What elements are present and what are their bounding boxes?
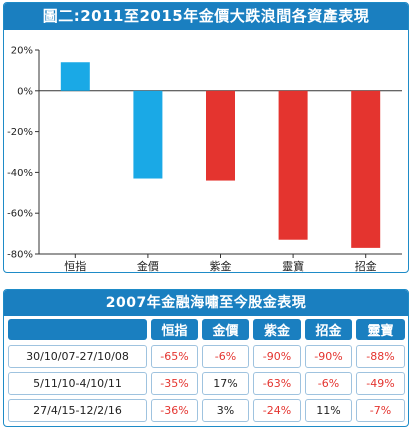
value-cell: -6%	[202, 345, 249, 368]
period-cell: 27/4/15-12/2/16	[8, 399, 147, 422]
y-tick-label: -20%	[7, 127, 33, 138]
value-cell: 3%	[202, 399, 249, 422]
value-cell: -90%	[305, 345, 352, 368]
bar	[60, 62, 90, 91]
y-tick-label: -80%	[7, 250, 33, 261]
value-cell: -24%	[253, 399, 301, 422]
value-cell: -65%	[151, 345, 198, 368]
category-label: 恒指	[64, 259, 86, 272]
bar	[278, 90, 308, 240]
value-cell: -35%	[151, 372, 198, 395]
column-header: 紫金	[253, 319, 301, 340]
chart-panel: 圖二:2011至2015年金價大跌浪間各資產表現 20% 0% -20% -40% -6…	[3, 2, 409, 273]
y-tick-label: 0%	[17, 86, 33, 97]
category-label: 金價	[137, 259, 159, 272]
y-tick-label: -60%	[7, 209, 33, 220]
column-header: 恒指	[151, 319, 198, 340]
period-cell: 30/10/07-27/10/08	[8, 345, 147, 368]
period-cell: 5/11/10-4/10/11	[8, 372, 147, 395]
value-cell: 11%	[305, 399, 352, 422]
column-header: 靈寶	[356, 319, 405, 340]
table-title: 2007年金融海嘯至今股金表現	[4, 290, 408, 316]
performance-table-panel: 2007年金融海嘯至今股金表現 恒指 金價 紫金 招金 靈寶 30/10/07-27/10…	[3, 289, 409, 427]
value-cell: -88%	[356, 345, 405, 368]
bar	[133, 90, 163, 179]
category-label: 紫金	[210, 259, 232, 272]
category-label: 招金	[355, 259, 377, 272]
value-cell: -7%	[356, 399, 405, 422]
bar	[206, 90, 235, 181]
chart-title: 圖二:2011至2015年金價大跌浪間各資產表現	[4, 3, 408, 30]
y-tick-label: 20%	[11, 46, 33, 57]
category-label: 靈寶	[282, 259, 304, 272]
value-cell: -63%	[253, 372, 301, 395]
value-cell: -36%	[151, 399, 198, 422]
bar	[351, 90, 381, 248]
column-header: 金價	[202, 319, 249, 340]
column-header: 招金	[305, 319, 352, 340]
value-cell: -90%	[253, 345, 301, 368]
value-cell: -49%	[356, 372, 405, 395]
bar-chart: 20% 0% -20% -40% -60% -80% 恒指 金價 紫金 靈寶 招金	[7, 46, 402, 272]
y-tick-label: -40%	[7, 168, 33, 179]
value-cell: 17%	[202, 372, 249, 395]
value-cell: -6%	[305, 372, 352, 395]
header-corner	[8, 319, 147, 340]
